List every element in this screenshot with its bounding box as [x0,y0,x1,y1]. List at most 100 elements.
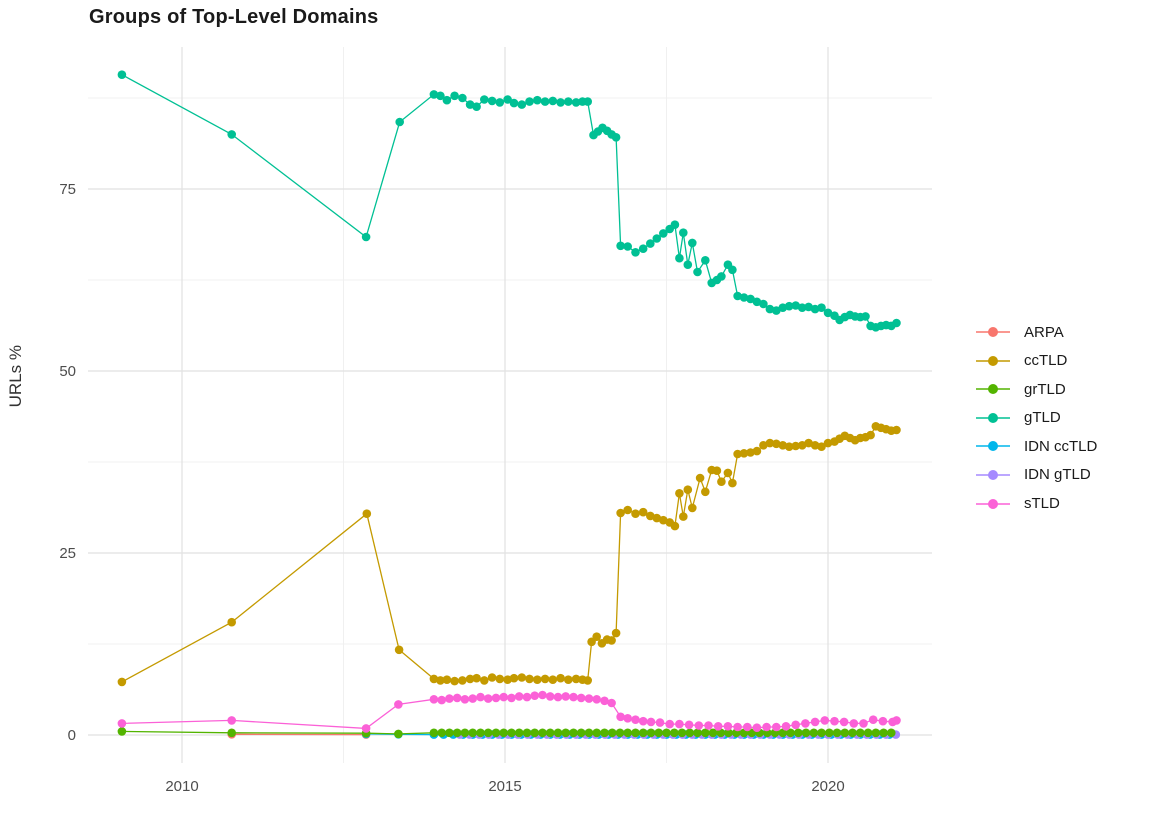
legend-key-icon [976,327,1010,337]
data-point [670,521,680,531]
data-point [871,728,881,738]
data-point [704,721,713,730]
data-point [623,505,632,515]
data-point [817,303,826,313]
data-point [675,489,684,498]
data-point [583,97,592,106]
data-point [677,728,687,738]
x-tick-label: 2020 [811,778,844,795]
data-point [583,676,592,685]
data-point [548,96,558,106]
data-point [723,468,733,478]
data-point [623,714,632,723]
data-point [772,306,781,315]
data-point [804,302,813,312]
data-point [861,312,870,321]
data-point [623,242,632,251]
data-point [791,301,800,310]
data-point [503,95,512,104]
data-point [892,318,901,328]
data-point [701,728,710,738]
data-point [752,446,762,456]
data-point [675,719,684,729]
data-point [117,719,127,728]
data-point [592,632,601,641]
data-point [684,720,694,730]
data-point [442,95,452,105]
legend-label: ARPA [1024,323,1064,341]
data-point [791,441,800,451]
data-point [460,728,470,738]
data-point [592,695,601,704]
data-point [765,438,775,448]
data-point [670,728,679,738]
data-point [361,232,371,242]
data-point [460,695,470,704]
series-stld [117,690,901,733]
data-point [810,304,820,314]
data-point [394,729,403,739]
data-point [772,439,781,449]
data-point [665,719,674,729]
data-point [468,728,478,738]
data-point [849,719,859,728]
data-point [514,728,524,738]
data-point [716,728,726,738]
legend-label: IDN ccTLD [1024,437,1098,455]
data-point [616,241,625,251]
data-point [468,694,478,703]
data-point [772,722,781,732]
data-point [679,512,688,521]
data-point [892,425,901,435]
legend-item-grtld: grTLD [974,379,1097,399]
data-point [616,508,625,518]
legend-key-icon [976,498,1010,509]
data-point [561,692,570,701]
data-point [437,695,447,705]
series-cctld [117,422,901,687]
data-point [362,509,372,518]
data-point [615,728,625,738]
x-tick-label: 2010 [165,778,198,795]
data-point [436,676,445,685]
data-point [717,477,726,487]
data-point [646,239,655,248]
data-point [472,102,481,111]
data-point [538,690,547,700]
y-tick-label: 25 [59,545,76,562]
data-point [820,716,830,725]
data-point [507,728,516,738]
data-point [584,728,594,738]
data-point [675,253,684,263]
data-point [394,645,404,655]
data-point [839,717,849,727]
data-point [429,695,439,704]
data-point [878,716,888,726]
data-point [509,673,519,683]
data-point [817,728,826,738]
data-point [584,694,594,703]
data-point [545,728,555,738]
data-point [458,93,467,103]
data-point [759,441,768,450]
data-point [530,691,539,700]
data-point [525,674,534,684]
data-point [752,297,762,307]
data-point [794,728,803,738]
data-point [480,95,489,104]
data-point [117,677,127,687]
data-point [659,229,668,238]
data-point [499,692,509,702]
data-point [652,234,662,243]
data-point [892,716,901,725]
data-point [810,441,820,450]
data-point [476,728,485,738]
data-point [507,693,516,703]
y-tick-label: 0 [68,727,76,744]
x-tick-label: 2015 [488,778,521,795]
data-point [117,70,127,79]
data-point [784,442,794,452]
data-point [495,674,505,684]
data-point [724,728,733,738]
